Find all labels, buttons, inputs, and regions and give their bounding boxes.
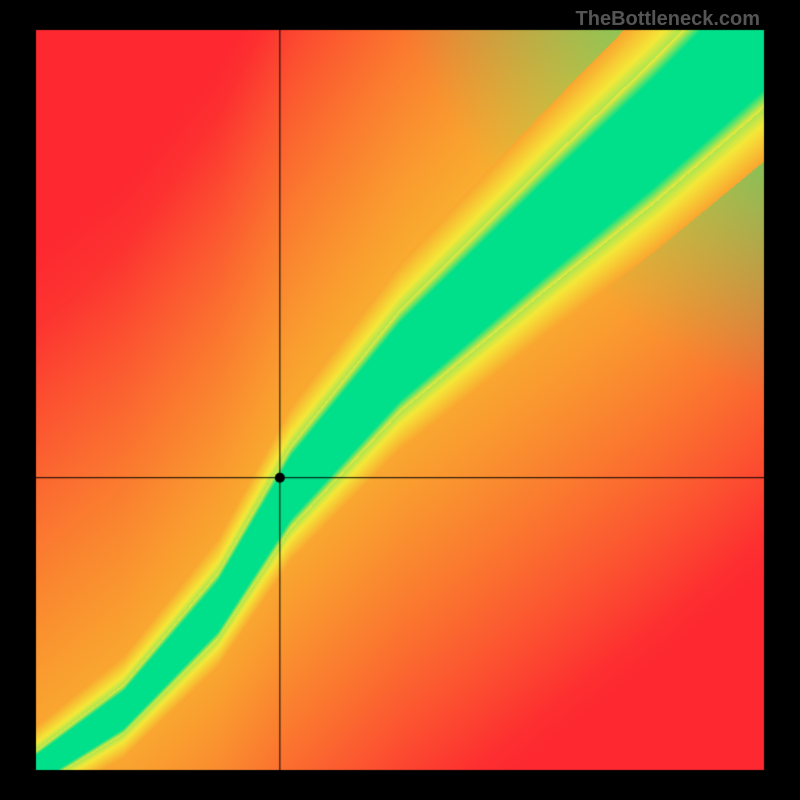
heatmap-canvas [0, 0, 800, 800]
bottleneck-chart: TheBottleneck.com [0, 0, 800, 800]
watermark-text: TheBottleneck.com [576, 8, 760, 31]
